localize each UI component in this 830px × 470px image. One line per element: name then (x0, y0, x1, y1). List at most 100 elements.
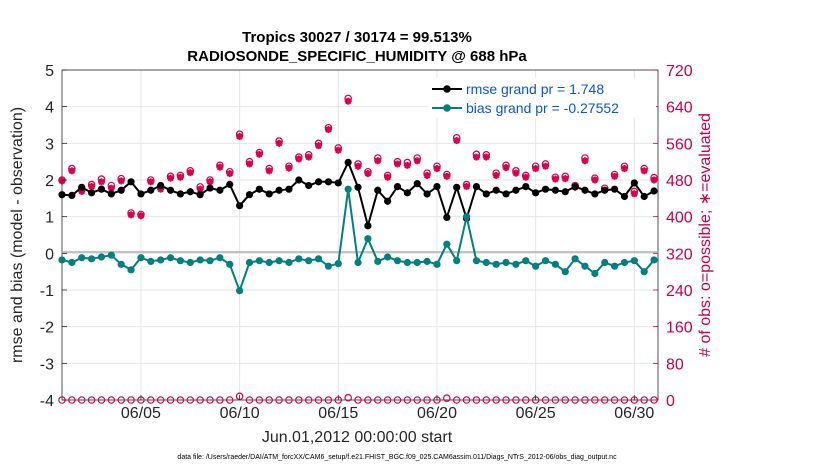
obs-evaluated-point (147, 178, 155, 186)
obs-possible-point (541, 396, 550, 404)
rmse-point (216, 186, 224, 194)
obs-evaluated-point (265, 167, 273, 175)
obs-evaluated-point (226, 170, 234, 178)
obs-evaluated-point (117, 177, 125, 185)
obs-possible-point (147, 396, 155, 404)
obs-possible-point (196, 396, 204, 404)
bias-point (403, 258, 411, 267)
obs-possible-point (521, 396, 530, 404)
rmse-point (650, 187, 658, 195)
obs-evaluated-point (216, 163, 224, 171)
legend-rmse-label: rmse grand pr = 1.748 (466, 81, 604, 97)
rmse-point (97, 185, 106, 193)
bias-point (236, 287, 244, 295)
obs-possible-point (492, 396, 500, 404)
obs-possible-point (452, 396, 461, 404)
obs-evaluated-point (512, 169, 520, 177)
rmse-point (236, 202, 244, 210)
y-tick-label: -3 (40, 356, 54, 373)
rmse-point (384, 197, 392, 205)
legend: rmse grand pr = 1.748 bias grand pr = -0… (428, 78, 656, 118)
rmse-point (245, 191, 254, 199)
obs-possible-point (600, 396, 609, 404)
bias-point (137, 254, 145, 262)
obs-possible-point (186, 396, 195, 404)
bias-point (610, 262, 619, 270)
rmse-point (482, 190, 490, 198)
rmse-point (58, 191, 66, 199)
obs-evaluated-point (107, 184, 115, 192)
rmse-point (433, 183, 441, 191)
obs-evaluated-point (127, 211, 135, 219)
obs-evaluated-point (423, 171, 431, 179)
rmse-point (423, 190, 431, 198)
bias-point (443, 240, 451, 248)
rmse-point (532, 189, 540, 197)
obs-possible-point (344, 393, 352, 402)
obs-evaluated-point (255, 150, 263, 158)
obs-possible-point (413, 396, 422, 404)
y-axis-label: rmse and bias (model - observation) (9, 107, 26, 363)
rmse-point (166, 186, 175, 194)
bias-point (97, 253, 106, 261)
obs-evaluated-point (403, 161, 411, 169)
obs-evaluated-point (374, 157, 382, 165)
y-tick-label: 1 (45, 210, 54, 227)
obs-evaluated-point (324, 126, 332, 134)
bias-point (364, 235, 372, 243)
obs-possible-point (77, 396, 86, 404)
obs-possible-point (275, 396, 283, 404)
bias-point (581, 262, 589, 270)
obs-possible-point (364, 396, 372, 404)
bias-point (601, 258, 609, 267)
y2-tick-label: 560 (666, 136, 693, 153)
rmse-point (344, 158, 352, 166)
obs-evaluated-point (453, 137, 461, 145)
y-tick-label: 2 (45, 173, 54, 190)
obs-evaluated-point (502, 164, 510, 172)
rmse-point (127, 178, 135, 186)
obs-possible-point (571, 396, 579, 404)
y-tick-label: -4 (40, 393, 54, 410)
bias-point (176, 257, 185, 265)
obs-evaluated-point (186, 169, 194, 177)
obs-evaluated-point (275, 139, 283, 147)
obs-evaluated-point (364, 170, 372, 178)
rmse-point (226, 180, 234, 188)
y2-tick-label: 480 (666, 173, 693, 190)
chart-title: Tropics 30027 / 30174 = 99.513% (242, 29, 472, 46)
bias-point (640, 268, 648, 276)
bias-point (314, 255, 323, 263)
x-tick-label: 06/20 (417, 405, 457, 422)
bias-point (265, 258, 273, 267)
y-tick-label: 4 (45, 100, 54, 117)
bias-point (512, 260, 520, 268)
bias-point (354, 258, 362, 267)
obs-evaluated-point (561, 175, 569, 183)
bias-point (285, 258, 293, 267)
obs-evaluated-point (68, 167, 76, 175)
bias-point (393, 257, 402, 265)
obs-possible-point (610, 396, 619, 404)
rmse-point (581, 186, 589, 194)
rmse-point (640, 192, 648, 201)
bias-point (630, 257, 638, 265)
data-file-footnote: data file: /Users/raeder/DAI/ATM_forcXX/… (177, 454, 617, 461)
y2-tick-label: 0 (666, 393, 675, 410)
obs-evaluated-point (532, 165, 540, 173)
obs-evaluated-point (611, 172, 619, 180)
rmse-point (295, 176, 303, 184)
bias-point (157, 256, 165, 264)
legend-bias-marker (443, 104, 451, 112)
rmse-point (492, 186, 500, 194)
rmse-point (591, 190, 599, 198)
bias-point (650, 256, 658, 264)
legend-rmse-marker (443, 85, 451, 93)
y-tick-label: 0 (45, 246, 54, 263)
rmse-point (364, 222, 372, 230)
bias-point (532, 262, 540, 270)
y-tick-label: 3 (45, 136, 54, 153)
rmse-point (522, 183, 530, 191)
obs-possible-point (87, 396, 96, 404)
rmse-point (285, 185, 293, 193)
